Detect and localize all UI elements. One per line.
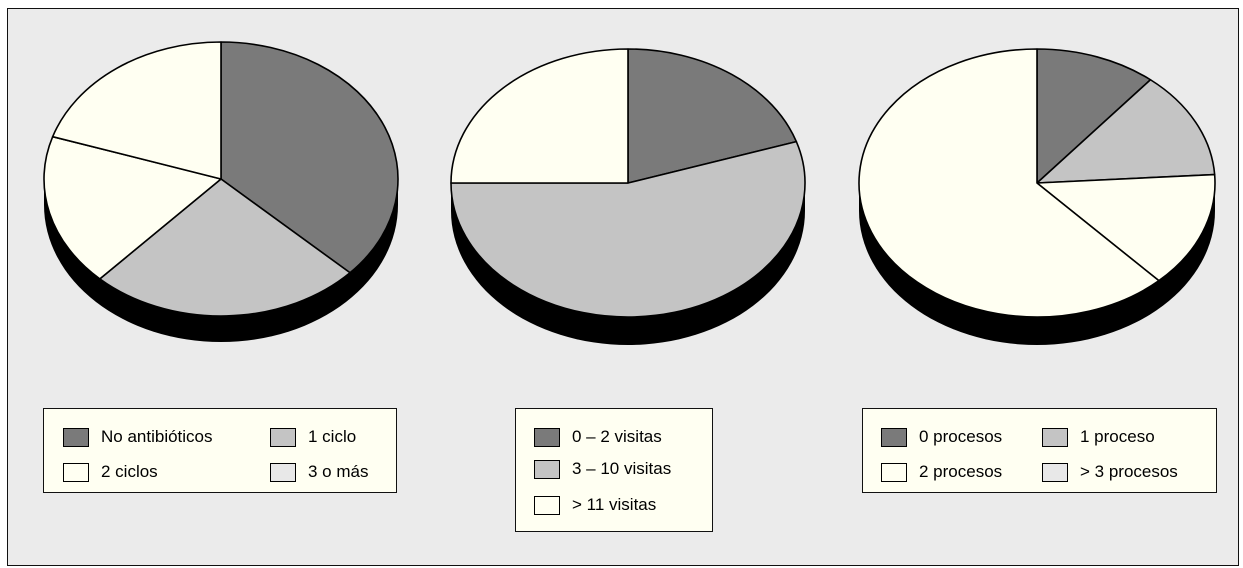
pie-slice [450,140,806,318]
pie-chart-visits [450,48,806,345]
legend-swatch [63,427,89,447]
legend-swatch [1042,462,1068,482]
pie-slice [220,41,399,274]
legend-label: 2 ciclos [101,462,158,481]
legend-label: > 11 visitas [572,495,657,514]
legend-swatch [534,495,560,515]
legend-item: 2 ciclos [63,462,158,482]
legend-label: 2 procesos [919,462,1003,481]
legend-processes: 0 procesos 1 proceso 2 procesos > 3 proc… [862,408,1217,493]
legend-item: 0 procesos [881,427,1002,447]
legend-item: 0 – 2 visitas [534,427,662,447]
legend-swatch [881,462,907,482]
legend-swatch [270,462,296,482]
legend-item: No antibióticos [63,427,213,447]
pie-chart-processes [858,48,1216,345]
legend-item: > 11 visitas [534,495,656,515]
legend-visits: 0 – 2 visitas 3 – 10 visitas > 11 visita… [515,408,713,532]
legend-swatch [63,462,89,482]
legend-label: No antibióticos [101,427,213,446]
legend-swatch [1042,427,1068,447]
pie-slice [1036,173,1216,282]
pie-chart-antibiotics [43,41,399,342]
legend-swatch [534,427,560,447]
legend-label: 1 proceso [1080,427,1155,446]
legend-label: 0 – 2 visitas [572,427,662,446]
legend-item: 2 procesos [881,462,1002,482]
pie-slice [1036,48,1152,184]
pie-slice [1036,78,1216,184]
legend-label: 3 – 10 visitas [572,459,672,478]
pie-slice [450,48,629,184]
pie-slice [51,41,222,180]
legend-item: 1 proceso [1042,427,1155,447]
pie-slice [627,48,798,184]
legend-swatch [270,427,296,447]
pie-slice [99,178,351,317]
legend-label: 1 ciclo [308,427,357,446]
legend-item: 1 ciclo [270,427,356,447]
legend-item: 3 o más [270,462,368,482]
legend-swatch [881,427,907,447]
legend-label: 3 o más [308,462,369,481]
pie-slice [858,48,1160,318]
pie-slice [43,135,222,280]
legend-item: > 3 procesos [1042,462,1178,482]
legend-antibiotics: No antibióticos 1 ciclo 2 ciclos 3 o más [43,408,397,493]
legend-label: 0 procesos [919,427,1003,446]
legend-label: > 3 procesos [1080,462,1178,481]
legend-swatch [534,459,560,479]
legend-item: 3 – 10 visitas [534,459,671,479]
